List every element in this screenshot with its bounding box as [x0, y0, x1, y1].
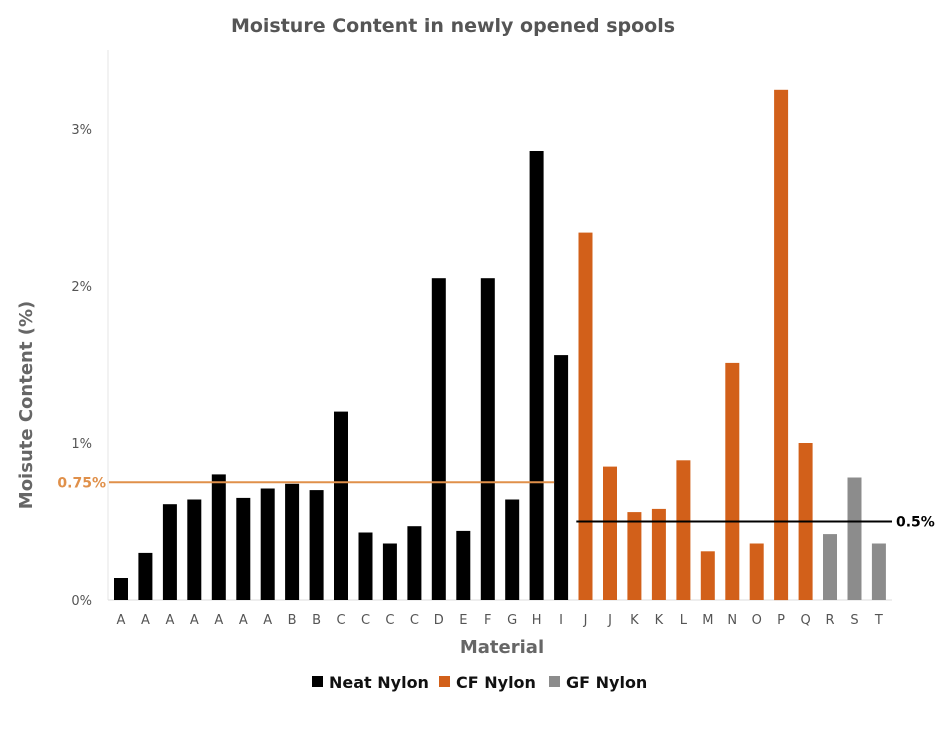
y-axis-label: Moisute Content (%) [16, 301, 37, 509]
reference-line-label: 0.5% [896, 515, 935, 531]
x-tick-label: M [702, 613, 713, 628]
bar [871, 543, 886, 600]
x-tick-label: C [336, 613, 345, 628]
x-tick-label: T [874, 613, 883, 628]
legend-label: CF Nylon [456, 673, 536, 692]
x-tick-label: R [825, 613, 834, 628]
bar [480, 278, 495, 600]
bar [431, 278, 446, 600]
y-tick-label: 2% [71, 280, 92, 295]
x-tick-label: J [607, 613, 612, 628]
x-tick-label: F [484, 613, 491, 628]
chart-title: Moisture Content in newly opened spools [231, 15, 675, 37]
y-tick-label: 3% [71, 123, 92, 138]
x-tick-label: I [559, 613, 563, 628]
bar [700, 551, 715, 600]
bar [725, 362, 740, 600]
y-ticks: 0% 1% 2% 3% [71, 123, 92, 609]
legend: Neat Nylon CF Nylon GF Nylon [312, 673, 647, 692]
bar [334, 411, 348, 600]
bar [114, 578, 128, 600]
bar [749, 543, 764, 600]
x-tick-label: P [777, 613, 785, 628]
x-tick-label: C [361, 613, 370, 628]
x-tick-label: Q [800, 613, 810, 628]
x-tick-label: A [214, 613, 223, 628]
bar [187, 499, 202, 600]
bar [138, 552, 153, 600]
bar [456, 530, 471, 600]
legend-swatch [549, 676, 560, 687]
x-tick-label: E [459, 613, 467, 628]
x-tick-label: B [288, 613, 297, 628]
x-tick-label: D [434, 613, 444, 628]
bar [358, 532, 373, 600]
bar [823, 534, 837, 600]
bar [407, 526, 422, 600]
bar [236, 497, 251, 600]
x-tick-label: A [263, 613, 272, 628]
legend-label: Neat Nylon [329, 673, 429, 692]
bar [847, 477, 862, 600]
bar [651, 508, 666, 600]
x-tick-label: C [385, 613, 394, 628]
x-tick-label: A [190, 613, 199, 628]
x-axis-label: Material [460, 637, 544, 658]
x-tick-label: L [680, 613, 688, 628]
x-tick-label: A [141, 613, 150, 628]
bar [603, 466, 617, 600]
x-tick-label: C [410, 613, 419, 628]
bar [285, 483, 300, 600]
bar [162, 504, 177, 600]
bars [114, 89, 886, 601]
y-tick-label: 1% [71, 437, 92, 452]
x-tick-label: A [239, 613, 248, 628]
x-tick-label: K [655, 613, 664, 628]
x-tick-label: S [850, 613, 858, 628]
bar [676, 460, 691, 600]
x-tick-label: N [727, 613, 737, 628]
reference-lines: 0.75% 0.5% [57, 475, 934, 530]
bar [578, 232, 593, 600]
y-tick-label: 0% [71, 594, 92, 609]
bar [627, 512, 642, 600]
legend-swatch [312, 676, 323, 687]
bar [774, 89, 789, 601]
x-tick-label: A [165, 613, 174, 628]
bar [211, 474, 226, 600]
bar [260, 488, 275, 600]
x-tick-label: A [117, 613, 126, 628]
x-tick-label: B [312, 613, 321, 628]
bar [382, 543, 397, 600]
legend-swatch [439, 676, 450, 687]
x-tick-label: K [630, 613, 639, 628]
bar [309, 490, 324, 600]
bar [554, 355, 569, 600]
x-tick-label: H [532, 613, 542, 628]
x-tick-label: O [752, 613, 762, 628]
legend-label: GF Nylon [566, 673, 647, 692]
x-tick-label: G [507, 613, 517, 628]
bar [505, 499, 520, 600]
reference-line-label: 0.75% [57, 475, 106, 491]
x-tick-label: J [583, 613, 588, 628]
bar [529, 151, 544, 600]
